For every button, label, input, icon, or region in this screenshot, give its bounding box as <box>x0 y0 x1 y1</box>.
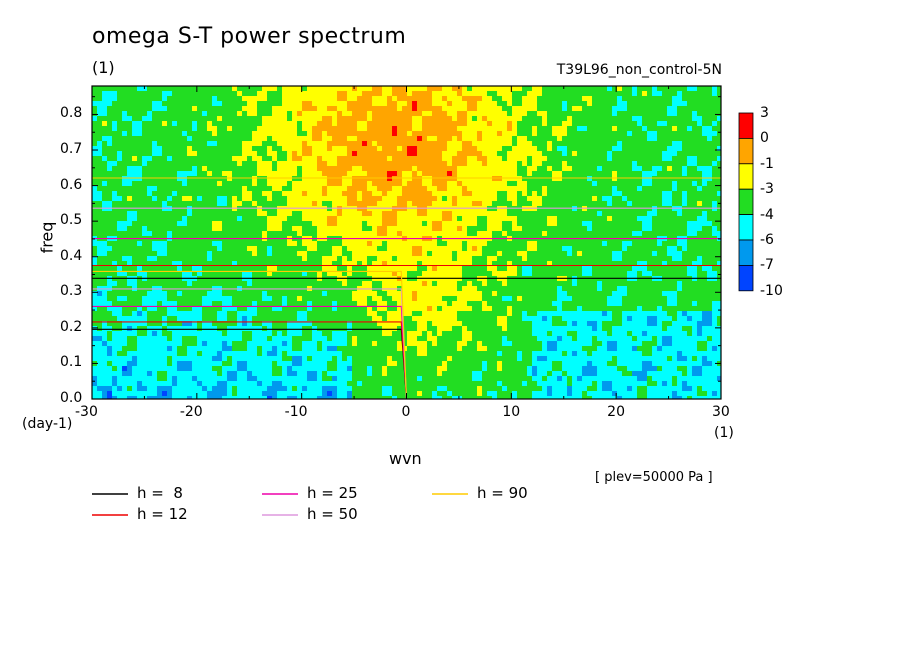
y-tick-label: 0.3 <box>60 283 83 300</box>
x-tick-label: -20 <box>179 404 203 420</box>
colorbar-level-label: -4 <box>760 206 774 223</box>
curve-kelvin-h8 <box>92 328 721 399</box>
y-axis-label: freq <box>37 221 57 254</box>
y-tick-label: 0.0 <box>60 390 83 406</box>
colorbar-level-label: 0 <box>760 130 769 147</box>
x-axis-unit: (1) <box>714 425 734 441</box>
colorbar <box>738 112 754 292</box>
y-tick-label: 0.6 <box>60 176 83 193</box>
y-tick-label: 0.2 <box>60 318 83 335</box>
curve-kelvin-h90 <box>92 270 721 399</box>
y-tick-label: 0.7 <box>60 141 83 158</box>
spectrum-field <box>92 86 721 399</box>
colorbar-swatch <box>738 163 754 190</box>
curve-kelvin-h50 <box>92 288 721 399</box>
chart-title: omega S-T power spectrum <box>92 24 407 49</box>
legend-label-h90: h = 90 <box>477 484 528 502</box>
colorbar-swatch <box>738 214 754 241</box>
plev-annotation: [ plev=50000 Pa ] <box>595 470 713 485</box>
x-tick-label: -10 <box>284 404 308 420</box>
x-axis-label: wvn <box>389 449 422 468</box>
colorbar-swatch <box>738 264 754 292</box>
colorbar-swatch <box>738 137 754 165</box>
colorbar-level-label: 3 <box>760 105 769 121</box>
chart-subtitle-run: T39L96_non_control-5N <box>556 62 722 78</box>
legend-label-h50: h = 50 <box>307 505 358 523</box>
x-tick-label: 10 <box>502 404 521 420</box>
colorbar-level-label: -10 <box>760 282 783 299</box>
legend-swatches <box>92 493 468 516</box>
legend-label-h12: h = 12 <box>137 505 188 523</box>
colorbar-swatch <box>738 112 754 139</box>
y-tick-label: 0.8 <box>60 105 83 122</box>
colorbar-level-label: -1 <box>760 155 774 172</box>
y-tick-label: 0.1 <box>60 354 83 371</box>
x-tick-label: 20 <box>607 404 625 420</box>
dispersion-curves <box>92 177 721 399</box>
x-tick-label: -30 <box>75 404 98 420</box>
chart-subtitle-unit: (1) <box>92 58 115 77</box>
curve-kelvin-h12 <box>92 321 721 399</box>
x-tick-label: 0 <box>401 404 411 420</box>
colorbar-level-label: -3 <box>760 181 774 198</box>
colorbar-level-label: -6 <box>760 232 774 248</box>
axis-ticks <box>91 86 722 400</box>
x-tick-label: 30 <box>712 404 730 420</box>
curve-kelvin-h25 <box>92 305 721 399</box>
colorbar-swatch <box>738 239 754 266</box>
y-axis-unit: (day-1) <box>22 416 73 432</box>
legend-label-h25: h = 25 <box>307 484 358 502</box>
y-tick-label: 0.5 <box>60 212 83 229</box>
colorbar-level-label: -7 <box>760 257 774 274</box>
colorbar-swatch <box>738 188 754 215</box>
y-tick-label: 0.4 <box>60 247 83 264</box>
legend-label-h8: h = 8 <box>137 484 183 502</box>
